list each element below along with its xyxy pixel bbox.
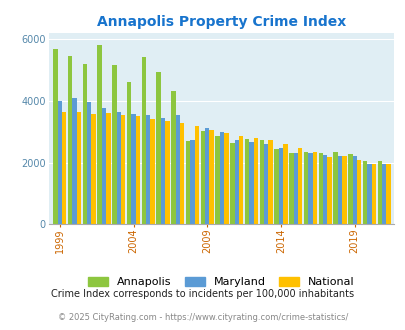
- Bar: [224, 133, 228, 224]
- Bar: [200, 131, 205, 224]
- Bar: [234, 141, 239, 224]
- Bar: [327, 157, 331, 224]
- Bar: [106, 113, 111, 224]
- Bar: [121, 115, 125, 224]
- Bar: [268, 141, 272, 224]
- Bar: [312, 151, 316, 224]
- Bar: [371, 164, 375, 224]
- Bar: [91, 114, 96, 224]
- Bar: [97, 45, 102, 224]
- Bar: [303, 152, 307, 224]
- Bar: [62, 112, 66, 224]
- Bar: [219, 132, 224, 224]
- Bar: [150, 118, 155, 224]
- Bar: [347, 154, 352, 224]
- Bar: [160, 118, 165, 224]
- Bar: [185, 141, 190, 224]
- Bar: [318, 153, 322, 224]
- Bar: [165, 121, 169, 224]
- Bar: [53, 49, 58, 224]
- Bar: [112, 65, 116, 224]
- Bar: [175, 115, 179, 224]
- Bar: [68, 56, 72, 224]
- Bar: [230, 143, 234, 224]
- Bar: [194, 126, 199, 224]
- Bar: [179, 123, 184, 224]
- Bar: [116, 112, 121, 224]
- Bar: [377, 161, 381, 224]
- Bar: [341, 156, 346, 224]
- Bar: [278, 148, 283, 224]
- Bar: [135, 116, 140, 224]
- Bar: [209, 130, 213, 224]
- Bar: [333, 152, 337, 224]
- Title: Annapolis Property Crime Index: Annapolis Property Crime Index: [96, 15, 345, 29]
- Bar: [356, 160, 360, 224]
- Bar: [190, 140, 194, 224]
- Bar: [381, 164, 386, 224]
- Bar: [244, 139, 249, 224]
- Legend: Annapolis, Maryland, National: Annapolis, Maryland, National: [83, 272, 358, 292]
- Bar: [362, 161, 367, 224]
- Text: Crime Index corresponds to incidents per 100,000 inhabitants: Crime Index corresponds to incidents per…: [51, 289, 354, 299]
- Bar: [215, 136, 219, 224]
- Bar: [352, 155, 356, 224]
- Bar: [171, 91, 175, 224]
- Bar: [156, 72, 160, 224]
- Bar: [146, 115, 150, 224]
- Bar: [87, 102, 91, 224]
- Bar: [259, 140, 263, 224]
- Bar: [283, 144, 287, 224]
- Bar: [141, 57, 146, 224]
- Bar: [288, 153, 293, 224]
- Bar: [263, 144, 268, 224]
- Bar: [253, 138, 258, 224]
- Bar: [102, 108, 106, 224]
- Bar: [77, 112, 81, 224]
- Bar: [297, 148, 302, 224]
- Bar: [386, 164, 390, 224]
- Bar: [239, 136, 243, 224]
- Bar: [367, 164, 371, 224]
- Text: © 2025 CityRating.com - https://www.cityrating.com/crime-statistics/: © 2025 CityRating.com - https://www.city…: [58, 313, 347, 322]
- Bar: [274, 149, 278, 224]
- Bar: [131, 114, 135, 224]
- Bar: [337, 156, 341, 224]
- Bar: [322, 155, 327, 224]
- Bar: [72, 98, 77, 224]
- Bar: [127, 82, 131, 224]
- Bar: [307, 153, 312, 224]
- Bar: [83, 64, 87, 224]
- Bar: [205, 128, 209, 224]
- Bar: [249, 142, 253, 224]
- Bar: [58, 101, 62, 224]
- Bar: [293, 153, 297, 224]
